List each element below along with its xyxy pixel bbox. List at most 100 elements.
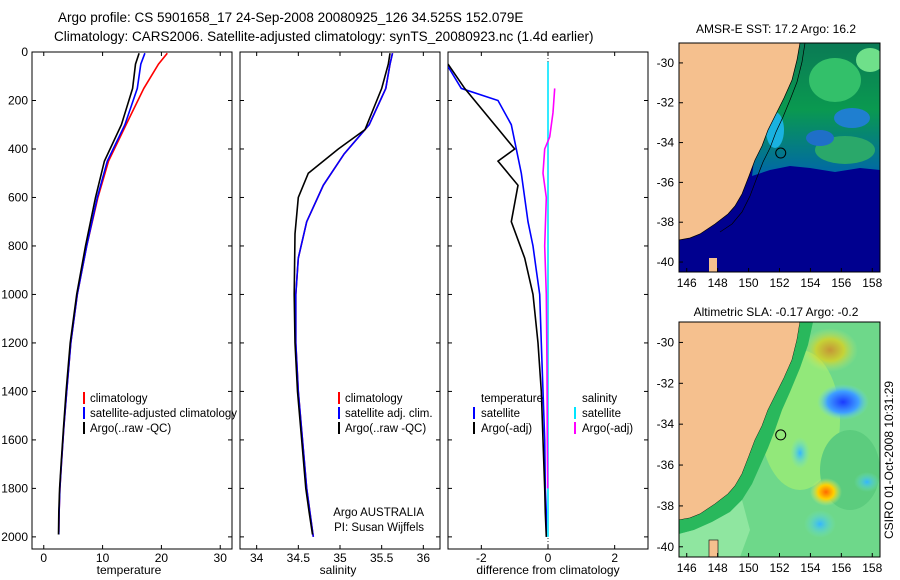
- diff-legend-sal-title: salinity: [582, 393, 617, 405]
- sla-eddy-yellow: [802, 328, 858, 372]
- map-x-tick-label: 152: [769, 276, 789, 290]
- y-tick-label: 600: [8, 190, 28, 204]
- x-tick-label: 20: [155, 551, 169, 565]
- sst-patch-lightgreen: [856, 48, 880, 72]
- map-x-tick-label: 156: [831, 276, 851, 290]
- temperature-panel: 0 200 400 600 800 1000 1200 1400 1600 1800 2000 0 1…: [1, 45, 237, 577]
- map-x-tick-label: 148: [708, 276, 728, 290]
- figure-title-line2: Climatology: CARS2006. Satellite-adjuste…: [54, 29, 594, 44]
- sla-eddy-blue3: [804, 510, 836, 538]
- y-tick-label: 1800: [1, 481, 28, 495]
- sst-argo-marker: [775, 147, 787, 159]
- difference-panel: -2 0 2 difference from climatology tempera…: [447, 51, 649, 577]
- x-tick-label: 34.5: [287, 551, 311, 565]
- map-y-tick-label: -36: [657, 458, 675, 472]
- map-y-tick-label: -30: [657, 335, 675, 349]
- map-y-tick-label: -40: [657, 255, 675, 269]
- sst-tasmania: [709, 258, 717, 272]
- y-tick-label: 1400: [1, 384, 28, 398]
- x-tick-label: 2: [611, 551, 618, 565]
- side-timestamp: CSIRO 01-Oct-2008 10:31:29: [882, 381, 896, 539]
- salinity-note-line1: Argo AUSTRALIA: [333, 507, 424, 519]
- map-x-tick-label: 150: [739, 276, 759, 290]
- map-y-tick-label: -40: [657, 540, 675, 554]
- sla-tasmania: [708, 539, 719, 557]
- difference-legend: temperature satellite Argo(-adj) salinit…: [473, 393, 633, 435]
- sst-map: AMSR-E SST: 17.2 Argo: 16.2 146 148 150 152…: [657, 22, 883, 290]
- x-tick-label: 35.5: [370, 551, 394, 565]
- y-tick-label: 1600: [1, 433, 28, 447]
- x-tick-label: 35: [333, 551, 347, 565]
- series-line-satellite-adj-clim: [294, 53, 394, 538]
- series-line-argo-raw-qc: [57, 52, 140, 535]
- series-line-climatology: [294, 53, 394, 538]
- map-x-tick-label: 152: [769, 561, 789, 575]
- salinity-legend: climatology satellite adj. clim. Argo(..…: [338, 392, 433, 435]
- sal-legend-satellite-label: satellite adj. clim.: [345, 408, 433, 420]
- sla-eddy-blue4: [854, 472, 880, 492]
- sst-coast-contour: [719, 43, 806, 233]
- map-y-tick-label: -38: [657, 215, 675, 229]
- series-line-argo-raw-qc: [293, 53, 391, 535]
- salinity-panel: 34 34.5 35 35.5 36 salinity climatology sate…: [239, 51, 441, 577]
- map-y-tick-label: -34: [657, 136, 675, 150]
- sst-map-field: [679, 43, 880, 272]
- map-y-tick-label: -36: [657, 175, 675, 189]
- x-tick-label: 36: [417, 551, 431, 565]
- map-y-tick-label: -32: [657, 96, 675, 110]
- legend-satellite-label: satellite-adjusted climatology: [90, 408, 237, 420]
- diff-legend-sal-argo-label: Argo(-adj): [582, 423, 633, 435]
- sal-legend-climatology-label: climatology: [345, 393, 403, 405]
- y-tick-label: 800: [8, 239, 28, 253]
- map-x-tick-label: 154: [800, 276, 820, 290]
- figure-title-line1: Argo profile: CS 5901658_17 24-Sep-2008 …: [58, 10, 523, 25]
- map-x-tick-label: 156: [831, 561, 851, 575]
- sla-deep-south: [679, 500, 750, 557]
- map-y-tick-label: -34: [657, 417, 675, 431]
- map-x-tick-label: 150: [739, 561, 759, 575]
- map-x-tick-label: 158: [862, 276, 882, 290]
- series-line-temperature-argo-adj: [448, 63, 548, 537]
- sla-eddy-blue1: [817, 384, 869, 420]
- sst-patch-green1: [809, 58, 861, 102]
- sla-eddy-blue2: [790, 437, 810, 469]
- diff-legend-temp-satellite-label: satellite: [481, 408, 520, 420]
- sla-map: Altimetric SLA: -0.17 Argo: -0.2 146 148 1…: [657, 305, 883, 575]
- series-line-temperature-satellite: [448, 66, 548, 537]
- diff-legend-temp-title: temperature: [481, 393, 543, 405]
- diff-legend-sal-satellite-label: satellite: [582, 408, 621, 420]
- map-y-tick-label: -30: [657, 56, 675, 70]
- y-tick-label: 400: [8, 142, 28, 156]
- x-tick-label: 10: [96, 551, 110, 565]
- sla-argo-marker: [775, 429, 787, 441]
- x-tick-label: 0: [40, 551, 47, 565]
- x-tick-label: 30: [214, 551, 228, 565]
- y-tick-label: 1200: [1, 336, 28, 350]
- sla-map-field: [679, 322, 880, 557]
- temperature-legend: climatology satellite-adjusted climatolo…: [83, 392, 237, 435]
- diff-legend-temp-argo-label: Argo(-adj): [481, 423, 532, 435]
- sal-legend-argo-label: Argo(..raw -QC): [345, 423, 426, 435]
- x-tick-label: 0: [545, 551, 552, 565]
- salinity-axes-frame: [239, 51, 441, 550]
- temperature-xlabel: temperature: [97, 563, 162, 577]
- map-y-tick-label: -38: [657, 499, 675, 513]
- map-x-tick-label: 154: [800, 561, 820, 575]
- salinity-note-line2: PI: Susan Wijffels: [334, 522, 424, 534]
- x-tick-label: -2: [476, 551, 487, 565]
- map-x-tick-label: 146: [677, 276, 697, 290]
- series-line-salinity-argo-adj: [542, 88, 556, 489]
- y-tick-label: 200: [8, 93, 28, 107]
- map-x-tick-label: 148: [708, 561, 728, 575]
- legend-argo-label: Argo(..raw -QC): [90, 423, 171, 435]
- x-tick-label: 34: [250, 551, 264, 565]
- series-line-satellite-adjusted-climatology: [58, 52, 146, 535]
- series-line-climatology: [58, 52, 168, 533]
- legend-climatology-label: climatology: [90, 393, 148, 405]
- map-x-tick-label: 158: [862, 561, 882, 575]
- sla-eddy-orange: [810, 478, 842, 506]
- y-tick-label: 1000: [1, 287, 28, 301]
- y-tick-label: 2000: [1, 530, 28, 544]
- y-tick-label: 0: [21, 45, 28, 59]
